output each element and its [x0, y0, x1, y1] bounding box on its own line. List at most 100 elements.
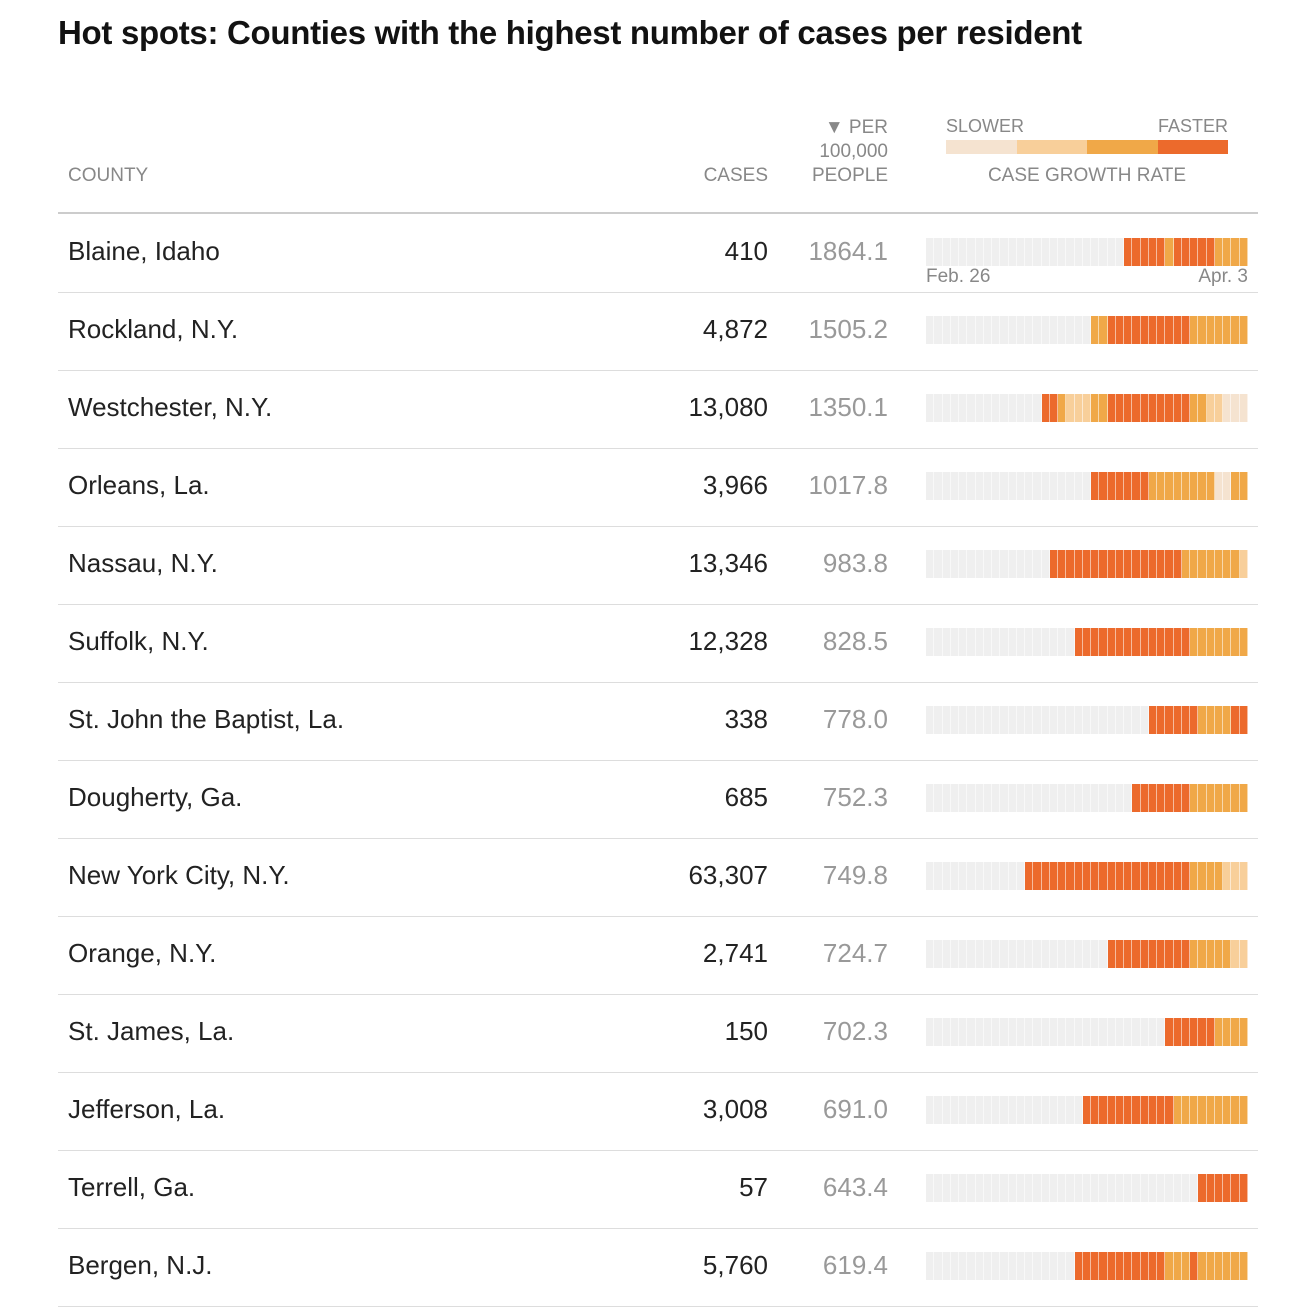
- growth-day-cell: [1008, 1096, 1017, 1124]
- table-row[interactable]: New York City, N.Y. 63,307 749.8: [58, 838, 1258, 917]
- growth-day-cell: [1000, 940, 1009, 968]
- growth-day-cell: [1214, 940, 1223, 968]
- cases-value: 57: [739, 1172, 768, 1202]
- growth-day-cell: [942, 394, 951, 422]
- growth-day-cell: [1124, 784, 1133, 812]
- growth-day-cell: [1124, 394, 1133, 422]
- cases-value: 2,741: [702, 938, 768, 968]
- growth-day-cell: [992, 1252, 1001, 1280]
- growth-day-cell: [942, 1096, 951, 1124]
- growth-day-cell: [1082, 238, 1091, 266]
- growth-day-cell: [1107, 1252, 1116, 1280]
- growth-day-cell: [1041, 238, 1050, 266]
- cases-value: 3,008: [702, 1094, 768, 1124]
- growth-day-cell: [1099, 940, 1108, 968]
- growth-day-cell: [1214, 628, 1223, 656]
- growth-day-cell: [1091, 784, 1100, 812]
- growth-day-cell: [1115, 1174, 1124, 1202]
- growth-day-cell: [1041, 862, 1050, 890]
- growth-day-cell: [975, 862, 984, 890]
- growth-day-cell: [934, 1018, 943, 1046]
- table-row[interactable]: Orange, N.Y. 2,741 724.7: [58, 916, 1258, 995]
- table-row[interactable]: St. John the Baptist, La. 338 778.0: [58, 682, 1258, 761]
- legend-swatch-slower: [946, 140, 1017, 154]
- growth-day-cell: [942, 1174, 951, 1202]
- table-row[interactable]: Orleans, La. 3,966 1017.8: [58, 448, 1258, 527]
- growth-day-cell: [1148, 940, 1157, 968]
- growth-day-cell: [967, 238, 976, 266]
- table-row[interactable]: Westchester, N.Y. 13,080 1350.1: [58, 370, 1258, 449]
- table-row[interactable]: Jefferson, La. 3,008 691.0: [58, 1072, 1258, 1151]
- growth-day-cell: [1115, 238, 1124, 266]
- growth-day-cell: [983, 238, 992, 266]
- growth-day-cell: [1115, 550, 1124, 578]
- growth-day-cell: [1033, 238, 1042, 266]
- growth-day-cell: [1148, 550, 1157, 578]
- growth-day-cell: [1198, 550, 1207, 578]
- growth-day-cell: [1223, 628, 1232, 656]
- growth-day-cell: [1198, 1018, 1207, 1046]
- growth-day-cell: [1148, 394, 1157, 422]
- growth-day-cell: [1091, 940, 1100, 968]
- growth-day-cell: [1107, 238, 1116, 266]
- table-row[interactable]: Bergen, N.J. 5,760 619.4: [58, 1228, 1258, 1307]
- growth-day-cell: [1165, 784, 1174, 812]
- county-name: Jefferson, La.: [68, 1094, 226, 1124]
- growth-rate-strip: [926, 1018, 1248, 1046]
- column-header-per-100000[interactable]: ▼ PER 100,000 PEOPLE: [768, 116, 888, 188]
- growth-day-cell: [992, 316, 1001, 344]
- table-row[interactable]: Rockland, N.Y. 4,872 1505.2: [58, 292, 1258, 371]
- table-row[interactable]: Blaine, Idaho 410 1864.1: [58, 214, 1258, 293]
- table-row[interactable]: Terrell, Ga. 57 643.4: [58, 1150, 1258, 1229]
- growth-day-cell: [926, 472, 935, 500]
- growth-day-cell: [1165, 1174, 1174, 1202]
- county-name: St. John the Baptist, La.: [68, 704, 345, 734]
- table-row[interactable]: St. James, La. 150 702.3: [58, 994, 1258, 1073]
- growth-day-cell: [967, 550, 976, 578]
- table-row[interactable]: Dougherty, Ga. 685 752.3: [58, 760, 1258, 839]
- growth-day-cell: [1016, 394, 1025, 422]
- growth-day-cell: [1190, 316, 1199, 344]
- growth-day-cell: [1231, 238, 1240, 266]
- table-row[interactable]: Nassau, N.Y. 13,346 983.8: [58, 526, 1258, 605]
- growth-day-cell: [1206, 316, 1215, 344]
- growth-day-cell: [1041, 1252, 1050, 1280]
- growth-day-cell: [950, 1174, 959, 1202]
- growth-day-cell: [1198, 862, 1207, 890]
- growth-day-cell: [1058, 1096, 1067, 1124]
- growth-day-cell: [1025, 550, 1034, 578]
- growth-day-cell: [1099, 238, 1108, 266]
- growth-day-cell: [1132, 394, 1141, 422]
- growth-day-cell: [926, 1018, 935, 1046]
- growth-day-cell: [1066, 472, 1075, 500]
- growth-day-cell: [1049, 550, 1058, 578]
- growth-day-cell: [1082, 940, 1091, 968]
- growth-day-cell: [1132, 706, 1141, 734]
- growth-day-cell: [942, 862, 951, 890]
- table-row[interactable]: Suffolk, N.Y. 12,328 828.5: [58, 604, 1258, 683]
- county-name: Rockland, N.Y.: [68, 314, 239, 344]
- legend-swatch-slow: [1016, 140, 1087, 154]
- growth-day-cell: [942, 1252, 951, 1280]
- growth-day-cell: [975, 1096, 984, 1124]
- growth-day-cell: [1157, 550, 1166, 578]
- growth-day-cell: [1165, 1018, 1174, 1046]
- growth-day-cell: [975, 238, 984, 266]
- growth-day-cell: [1082, 1252, 1091, 1280]
- growth-day-cell: [983, 472, 992, 500]
- growth-day-cell: [1124, 706, 1133, 734]
- growth-day-cell: [1033, 1174, 1042, 1202]
- growth-day-cell: [1000, 550, 1009, 578]
- growth-day-cell: [1107, 1174, 1116, 1202]
- growth-day-cell: [1082, 316, 1091, 344]
- growth-day-cell: [1173, 862, 1182, 890]
- growth-day-cell: [1157, 940, 1166, 968]
- growth-day-cell: [983, 1174, 992, 1202]
- growth-day-cell: [1099, 1252, 1108, 1280]
- growth-day-cell: [1091, 706, 1100, 734]
- growth-day-cell: [1124, 550, 1133, 578]
- growth-day-cell: [992, 394, 1001, 422]
- growth-day-cell: [1058, 394, 1067, 422]
- growth-day-cell: [1239, 316, 1248, 344]
- growth-day-cell: [992, 238, 1001, 266]
